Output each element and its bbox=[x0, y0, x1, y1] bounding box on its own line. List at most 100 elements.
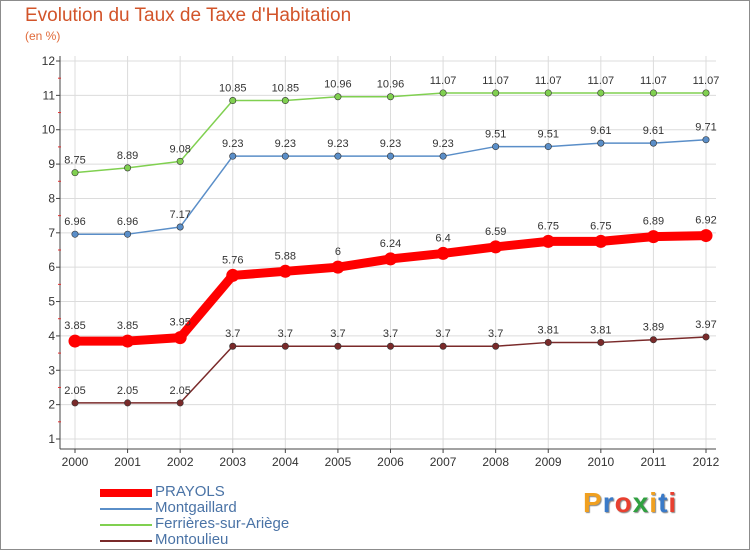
data-point-montgaillard bbox=[229, 152, 237, 160]
data-point-montoulieu bbox=[439, 342, 447, 350]
data-point-prayols bbox=[121, 334, 135, 348]
data-label-prayols: 6 bbox=[335, 246, 341, 258]
data-point-montgaillard bbox=[439, 152, 447, 160]
data-label-prayols: 6.24 bbox=[380, 238, 401, 250]
logo-letter: t bbox=[658, 487, 669, 518]
data-label-ferrieres-sur-ariege: 10.96 bbox=[377, 79, 405, 91]
data-point-montgaillard bbox=[281, 152, 289, 160]
data-point-montgaillard bbox=[544, 143, 552, 151]
data-point-prayols bbox=[173, 331, 187, 345]
y-tick-label: 1 bbox=[48, 432, 55, 446]
data-point-montgaillard bbox=[334, 152, 342, 160]
data-point-ferrieres-sur-ariege bbox=[544, 89, 552, 97]
legend-label: Montgaillard bbox=[155, 499, 237, 516]
data-label-montoulieu: 2.05 bbox=[169, 385, 190, 397]
data-point-montoulieu bbox=[386, 342, 394, 350]
x-tick-label: 2009 bbox=[535, 455, 562, 469]
data-label-ferrieres-sur-ariege: 11.07 bbox=[535, 75, 562, 87]
data-label-montoulieu: 3.7 bbox=[435, 328, 450, 340]
data-point-montgaillard bbox=[71, 230, 79, 238]
data-point-ferrieres-sur-ariege bbox=[124, 164, 132, 172]
data-point-montgaillard bbox=[176, 223, 184, 231]
data-label-prayols: 6.75 bbox=[538, 220, 559, 232]
chart-unit-label: (en %) bbox=[25, 29, 61, 43]
x-tick-label: 2003 bbox=[219, 455, 246, 469]
data-label-montgaillard: 9.51 bbox=[538, 129, 559, 141]
data-point-prayols bbox=[68, 334, 82, 348]
data-label-montgaillard: 9.23 bbox=[222, 138, 243, 150]
data-label-ferrieres-sur-ariege: 10.85 bbox=[272, 83, 300, 95]
data-label-prayols: 5.76 bbox=[222, 254, 243, 266]
data-label-ferrieres-sur-ariege: 10.85 bbox=[219, 83, 247, 95]
data-point-ferrieres-sur-ariege bbox=[71, 169, 79, 177]
data-label-montgaillard: 9.51 bbox=[485, 129, 506, 141]
data-point-ferrieres-sur-ariege bbox=[492, 89, 500, 97]
x-tick-label: 2001 bbox=[114, 455, 141, 469]
data-point-montoulieu bbox=[649, 336, 657, 344]
data-point-prayols bbox=[646, 230, 660, 244]
data-label-prayols: 6.92 bbox=[695, 215, 716, 227]
data-point-montoulieu bbox=[702, 333, 710, 341]
data-label-montoulieu: 3.7 bbox=[225, 328, 240, 340]
data-point-ferrieres-sur-ariege bbox=[597, 89, 605, 97]
data-point-prayols bbox=[226, 268, 240, 282]
x-tick-label: 2011 bbox=[641, 455, 667, 469]
data-label-prayols: 6.89 bbox=[643, 216, 664, 228]
data-label-montoulieu: 3.7 bbox=[278, 328, 293, 340]
legend-label: Ferrières-sur-Ariège bbox=[155, 515, 290, 532]
data-label-prayols: 6.4 bbox=[435, 232, 450, 244]
data-point-montoulieu bbox=[492, 342, 500, 350]
data-point-ferrieres-sur-ariege bbox=[281, 97, 289, 105]
data-point-prayols bbox=[594, 234, 608, 248]
data-label-montoulieu: 3.89 bbox=[643, 322, 664, 334]
y-tick-label: 3 bbox=[48, 363, 55, 377]
data-point-prayols bbox=[331, 260, 345, 274]
x-tick-label: 2000 bbox=[62, 455, 89, 469]
data-label-montgaillard: 9.71 bbox=[695, 122, 716, 134]
data-label-montgaillard: 9.23 bbox=[275, 138, 296, 150]
data-label-ferrieres-sur-ariege: 11.07 bbox=[693, 75, 720, 87]
legend-label: PRAYOLS bbox=[155, 483, 225, 500]
data-label-montgaillard: 9.61 bbox=[643, 125, 664, 137]
x-tick-label: 2002 bbox=[167, 455, 194, 469]
data-point-ferrieres-sur-ariege bbox=[702, 89, 710, 97]
data-point-ferrieres-sur-ariege bbox=[176, 157, 184, 165]
data-point-prayols bbox=[278, 264, 292, 278]
data-label-prayols: 3.95 bbox=[169, 317, 190, 329]
data-label-prayols: 3.85 bbox=[64, 320, 85, 332]
x-tick-label: 2004 bbox=[272, 455, 299, 469]
legend-label: Montoulieu bbox=[155, 531, 229, 548]
data-point-montoulieu bbox=[544, 338, 552, 346]
data-point-montgaillard bbox=[386, 152, 394, 160]
x-tick-label: 2007 bbox=[430, 455, 457, 469]
data-point-prayols bbox=[489, 240, 503, 254]
data-label-prayols: 6.59 bbox=[485, 226, 506, 238]
data-label-montgaillard: 9.23 bbox=[327, 138, 348, 150]
data-point-ferrieres-sur-ariege bbox=[334, 93, 342, 101]
data-point-montoulieu bbox=[176, 399, 184, 407]
logo-letter: r bbox=[602, 487, 615, 518]
data-point-montgaillard bbox=[649, 139, 657, 147]
data-label-montgaillard: 6.96 bbox=[117, 216, 138, 228]
data-label-montgaillard: 9.23 bbox=[432, 138, 453, 150]
logo-letter: x bbox=[632, 487, 650, 518]
y-tick-label: 6 bbox=[48, 260, 55, 274]
data-point-prayols bbox=[541, 234, 555, 248]
data-point-montgaillard bbox=[702, 136, 710, 144]
data-label-ferrieres-sur-ariege: 10.96 bbox=[324, 79, 352, 91]
data-point-ferrieres-sur-ariege bbox=[649, 89, 657, 97]
data-label-montoulieu: 2.05 bbox=[117, 385, 138, 397]
data-point-ferrieres-sur-ariege bbox=[439, 89, 447, 97]
data-point-montoulieu bbox=[229, 342, 237, 350]
data-label-ferrieres-sur-ariege: 9.08 bbox=[169, 143, 190, 155]
data-label-montoulieu: 3.7 bbox=[383, 328, 398, 340]
y-tick-label: 5 bbox=[48, 295, 55, 309]
logo-letter: i bbox=[668, 487, 678, 518]
data-label-montoulieu: 3.97 bbox=[695, 319, 716, 331]
y-tick-label: 10 bbox=[42, 123, 56, 137]
data-label-ferrieres-sur-ariege: 11.07 bbox=[430, 75, 457, 87]
legend-swatch bbox=[100, 489, 152, 497]
data-point-prayols bbox=[436, 246, 450, 260]
